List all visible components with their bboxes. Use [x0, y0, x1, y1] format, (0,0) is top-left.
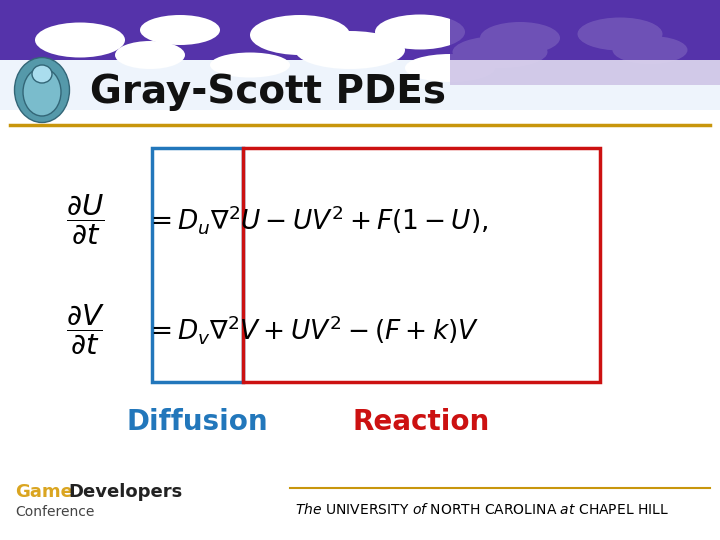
Text: Gray-Scott PDEs: Gray-Scott PDEs — [90, 73, 446, 111]
Ellipse shape — [115, 41, 185, 69]
Text: $= D_v \nabla^2 V + UV^2 - (F+k)V$: $= D_v \nabla^2 V + UV^2 - (F+k)V$ — [145, 314, 480, 347]
Ellipse shape — [452, 36, 547, 68]
Ellipse shape — [375, 15, 465, 50]
Bar — [152, 148, 243, 382]
Bar — [0, 0, 720, 80]
Ellipse shape — [613, 36, 688, 64]
Ellipse shape — [405, 54, 495, 82]
Bar — [243, 148, 600, 382]
Ellipse shape — [210, 52, 290, 78]
Ellipse shape — [577, 17, 662, 51]
Ellipse shape — [14, 57, 70, 123]
Bar — [0, 110, 720, 540]
Ellipse shape — [23, 68, 61, 116]
Text: $\dfrac{\partial V}{\partial t}$: $\dfrac{\partial V}{\partial t}$ — [66, 303, 104, 357]
Text: Developers: Developers — [68, 483, 182, 501]
Text: Game: Game — [15, 483, 73, 501]
Bar — [0, 60, 720, 120]
Text: $\mathit{The}$ $\mathrm{UNIVERSITY}$ $\mathit{of}$ $\mathrm{NORTH\ CAROLINA}$ $\: $\mathit{The}$ $\mathrm{UNIVERSITY}$ $\m… — [295, 503, 669, 517]
Text: Reaction: Reaction — [353, 408, 490, 436]
Ellipse shape — [140, 15, 220, 45]
Text: $\dfrac{\partial U}{\partial t}$: $\dfrac{\partial U}{\partial t}$ — [66, 193, 104, 247]
Ellipse shape — [35, 23, 125, 57]
Text: $= D_u \nabla^2 U - UV^2 + F(1-U),$: $= D_u \nabla^2 U - UV^2 + F(1-U),$ — [145, 204, 488, 237]
Bar — [0, 60, 720, 110]
Ellipse shape — [295, 31, 405, 69]
Text: Diffusion: Diffusion — [127, 408, 269, 436]
Ellipse shape — [32, 65, 52, 83]
Ellipse shape — [480, 22, 560, 54]
Bar — [450, 0, 720, 85]
Text: Conference: Conference — [15, 505, 94, 519]
Ellipse shape — [250, 15, 350, 55]
